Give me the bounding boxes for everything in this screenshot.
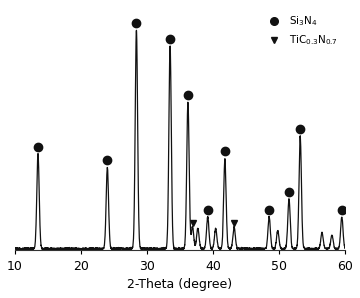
X-axis label: 2-Theta (degree): 2-Theta (degree) (127, 278, 233, 291)
Legend: Si$_3$N$_4$, TiC$_{0.3}$N$_{0.7}$: Si$_3$N$_4$, TiC$_{0.3}$N$_{0.7}$ (262, 12, 340, 49)
